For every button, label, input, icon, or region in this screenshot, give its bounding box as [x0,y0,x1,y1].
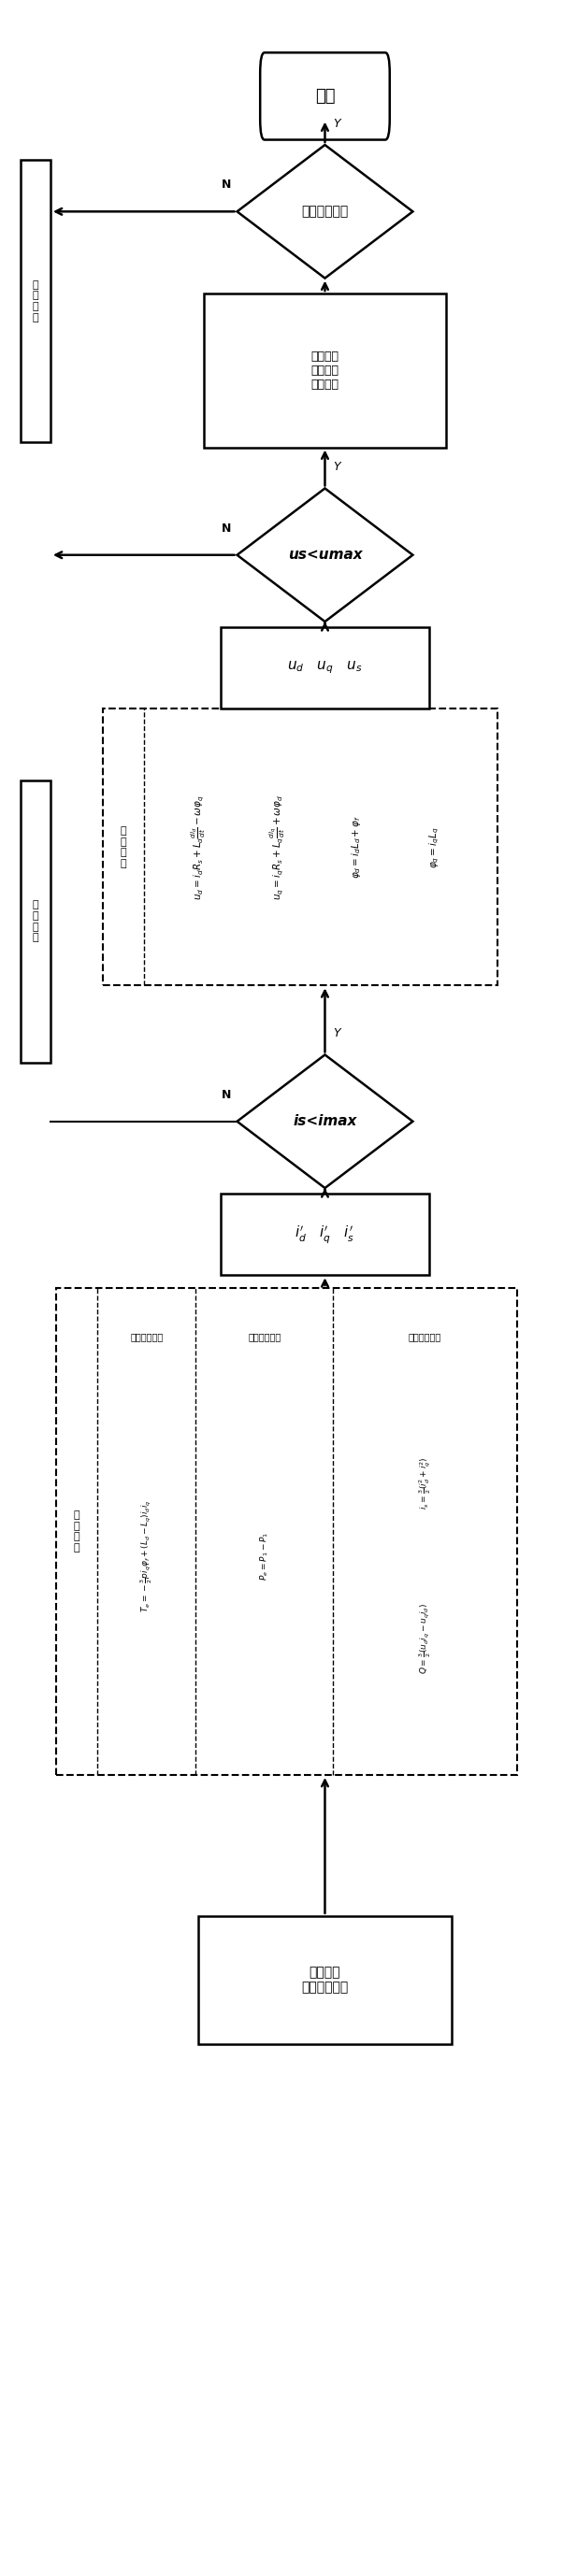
Text: 铜损电流控制: 铜损电流控制 [248,1332,281,1342]
Text: N: N [222,178,232,191]
Text: 参
数
计
算: 参 数 计 算 [73,1510,79,1553]
Text: 是否满足要求: 是否满足要求 [301,206,348,219]
FancyBboxPatch shape [260,52,389,139]
Text: $Q = \frac{3}{2}(u_d i_q - u_q i_d)$: $Q = \frac{3}{2}(u_d i_q - u_q i_d)$ [418,1602,433,1674]
Text: 转矩电流控制: 转矩电流控制 [130,1332,163,1342]
Text: 设计参数
初始控制策略: 设计参数 初始控制策略 [301,1965,348,1994]
Text: $u_d = i_d R_s + L_d \frac{di_d}{dt} - \omega\varphi_q$: $u_d = i_d R_s + L_d \frac{di_d}{dt} - \… [189,793,208,899]
Text: $u_q = i_q R_s + L_q \frac{di_q}{dt} + \omega\varphi_d$: $u_q = i_q R_s + L_q \frac{di_q}{dt} + \… [268,793,287,899]
Bar [20,781,51,1061]
Text: $\varphi_d = i_d L_d + \varphi_f$: $\varphi_d = i_d L_d + \varphi_f$ [350,817,362,878]
Bar [56,1288,517,1775]
Text: $u_d \quad u_q \quad u_s$: $u_d \quad u_q \quad u_s$ [287,659,362,675]
Polygon shape [237,489,413,621]
Bar [221,1193,429,1275]
Text: 完结: 完结 [315,88,335,106]
Text: 参
数
调
整: 参 数 调 整 [32,902,38,943]
Bar [198,1917,451,2045]
Text: is<imax: is<imax [293,1115,357,1128]
Polygon shape [237,144,413,278]
Polygon shape [237,1054,413,1188]
Text: Y: Y [333,1028,340,1038]
Text: $\varphi_q = i_q L_q$: $\varphi_q = i_q L_q$ [428,827,442,868]
Bar [204,294,446,448]
Text: $i_s = \frac{3}{2}(i_d^2 + i_q^2)$: $i_s = \frac{3}{2}(i_d^2 + i_q^2)$ [418,1455,433,1510]
Bar [221,626,429,708]
Text: 电
压
方
程: 电 压 方 程 [120,827,126,868]
Bar [103,708,498,987]
Text: Y: Y [333,461,340,474]
Text: $i_d' \quad i_q' \quad i_s'$: $i_d' \quad i_q' \quad i_s'$ [295,1224,355,1244]
Text: $T_e = -\frac{3}{2}pi_q\varphi_f + (L_d - L_q)i_di_q$: $T_e = -\frac{3}{2}pi_q\varphi_f + (L_d … [139,1499,154,1613]
Text: N: N [222,523,232,533]
Bar [20,160,51,443]
Text: 计算电机
性能优化
性能参数: 计算电机 性能优化 性能参数 [311,350,339,392]
Text: us<umax: us<umax [288,549,362,562]
Text: 参
数
调
整: 参 数 调 整 [32,281,38,322]
Text: 最优功率控制: 最优功率控制 [409,1332,442,1342]
Text: Y: Y [333,118,340,129]
Text: $P_e = P_1 - P_1$: $P_e = P_1 - P_1$ [259,1530,270,1579]
Text: N: N [222,1090,232,1100]
